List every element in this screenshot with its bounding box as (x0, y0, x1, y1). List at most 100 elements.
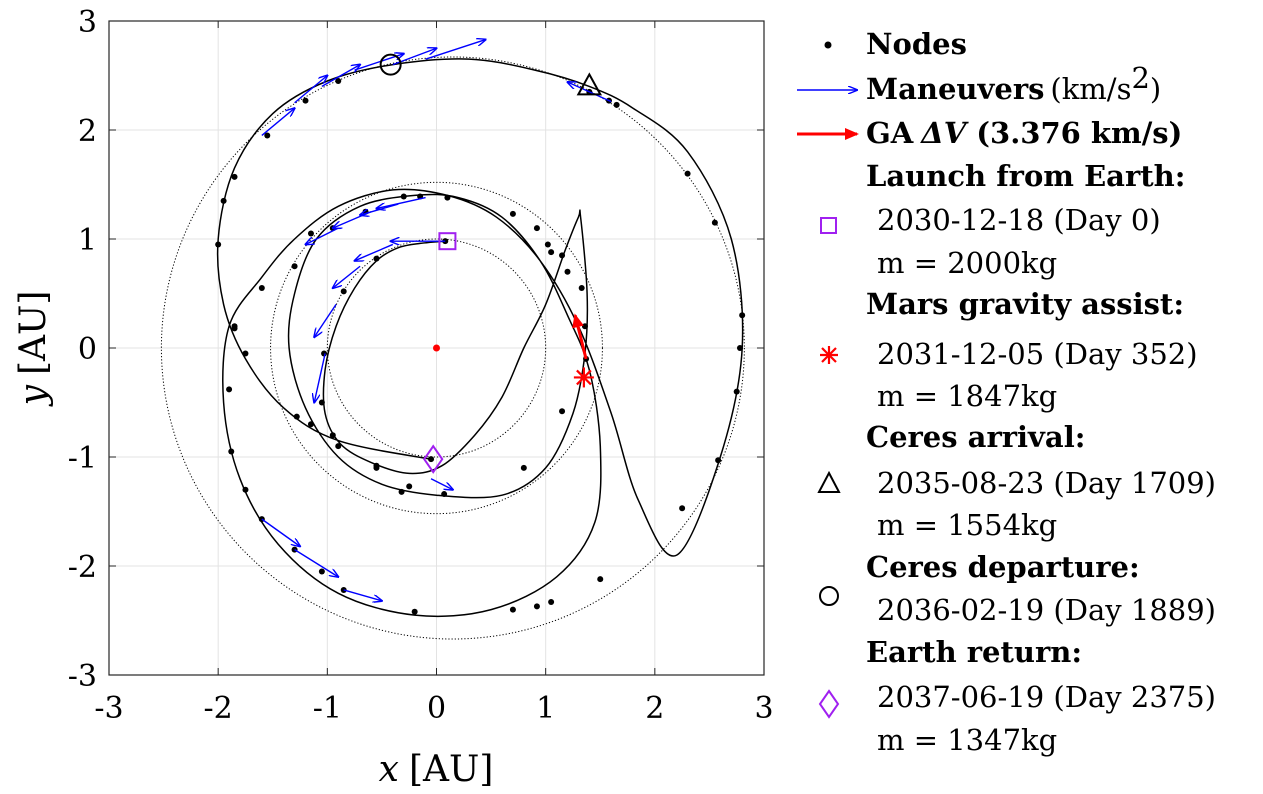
legend-launch-square (820, 217, 837, 234)
maneuver-arrow (261, 518, 300, 546)
node-point (597, 576, 604, 583)
node-point (400, 193, 407, 200)
node-point (684, 170, 691, 177)
legend-arrival-title: Ceres arrival: (866, 420, 1085, 454)
node-point (533, 225, 540, 232)
legend: Nodes Maneuvers (km/s2) GA ΔV (3.376 km/s) … (797, 27, 1216, 757)
maneuver-arrow (306, 227, 339, 244)
reference-orbit-1 (270, 181, 603, 515)
maneuver-arrow (333, 211, 372, 228)
legend-departure-title: Ceres departure: (866, 550, 1140, 584)
legend-nodes: Nodes (866, 27, 967, 61)
node-point (739, 312, 746, 319)
node-point (307, 421, 314, 428)
reference-orbit-0 (326, 238, 547, 458)
maneuver-arrow (425, 40, 486, 60)
legend-departure-circle (819, 586, 839, 606)
y-tick-label-0: -3 (68, 659, 97, 694)
x-tick-label-5: 2 (645, 691, 664, 726)
maneuver-arrow (430, 478, 453, 490)
ga-arrow (572, 313, 588, 360)
x-tick-label-2: -1 (313, 691, 342, 726)
legend-arrival-mass: m = 1554kg (877, 508, 1057, 542)
node-point (441, 491, 448, 498)
node-point (559, 408, 566, 415)
sun-marker (433, 344, 440, 352)
legend-mars-date: 2031-12-05 (Day 352) (877, 337, 1198, 371)
maneuvers-group (261, 40, 612, 601)
maneuver-arrow (343, 589, 382, 601)
ticks: -3 -2 -1 0 1 2 3 -3 -2 -1 0 1 2 3 (68, 5, 774, 726)
node-point (613, 101, 620, 108)
node-point (335, 443, 342, 450)
maneuver-arrow (314, 353, 326, 402)
node-point (242, 486, 249, 493)
node-point (520, 464, 527, 471)
maneuver-arrow (261, 108, 295, 136)
node-point (509, 210, 516, 217)
y-tick-label-2: -1 (68, 441, 97, 476)
legend-node-symbol (824, 41, 832, 49)
maneuver-arrow (294, 549, 339, 577)
node-point (548, 249, 555, 256)
node-point (578, 285, 585, 292)
trajectory-line (216, 58, 744, 618)
legend-mars-title: Mars gravity assist: (866, 287, 1184, 321)
y-tick-label-1: -2 (68, 550, 97, 585)
node-point (548, 598, 555, 605)
legend-mars-mass: m = 1847kg (877, 379, 1057, 413)
node-point (428, 456, 435, 463)
node-point (406, 483, 413, 490)
node-point (679, 505, 686, 512)
node-point (398, 488, 405, 495)
launch-marker (438, 232, 457, 251)
node-point (509, 606, 516, 613)
legend-return-date: 2037-06-19 (Day 2375) (877, 680, 1216, 714)
node-point (564, 268, 571, 275)
legend-launch-date: 2030-12-18 (Day 0) (877, 203, 1161, 237)
trajectory (216, 58, 744, 618)
maneuver-arrow (333, 265, 361, 288)
maneuver-arrow (376, 196, 426, 209)
node-point (231, 323, 238, 330)
x-tick-label-3: 0 (427, 691, 446, 726)
node-point (291, 263, 298, 270)
legend-return-diamond (818, 689, 840, 719)
x-tick-label-4: 1 (536, 691, 555, 726)
node-point (226, 386, 233, 393)
x-tick-label-1: -2 (204, 691, 233, 726)
reference-orbit-2 (160, 56, 745, 640)
y-tick-label-3: 0 (78, 332, 97, 367)
legend-launch-title: Launch from Earth: (866, 159, 1185, 193)
earth-return-marker (423, 444, 444, 474)
node-point (533, 603, 540, 610)
legend-maneuvers: Maneuvers (km/s2) (866, 61, 1161, 106)
node-point (736, 345, 743, 351)
maneuver-arrow (568, 82, 612, 103)
reference-orbits (160, 56, 745, 640)
x-tick-label-0: -3 (94, 691, 123, 726)
node-point (733, 388, 740, 395)
y-tick-label-4: 1 (78, 223, 97, 258)
node-point (318, 568, 325, 575)
legend-mars-asterisk (820, 346, 838, 364)
y-axis-label: y[AU] (13, 291, 54, 408)
node-point (318, 399, 325, 406)
node-point (215, 241, 222, 248)
node-point (329, 432, 336, 439)
event-markers (379, 53, 603, 474)
legend-return-mass: m = 1347kg (877, 723, 1057, 757)
node-point (242, 350, 249, 357)
node-point (581, 323, 588, 330)
legend-ga: GA ΔV (3.376 km/s) (866, 116, 1182, 150)
node-point (293, 413, 300, 420)
mars-ga-marker-stroke (576, 369, 592, 386)
x-tick-label-6: 3 (754, 691, 773, 726)
maneuver-arrow (314, 304, 337, 337)
mars-ga-marker (573, 367, 594, 388)
node-point (411, 608, 418, 615)
y-tick-label-5: 2 (78, 114, 97, 149)
node-point (373, 464, 380, 471)
legend-arrival-triangle (817, 470, 841, 493)
